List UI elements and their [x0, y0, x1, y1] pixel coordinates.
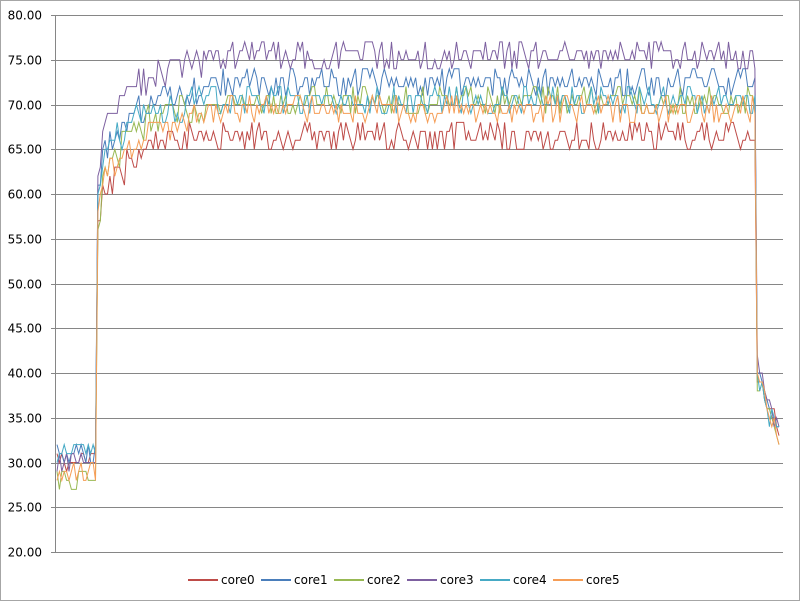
legend-item-core1: core1 — [261, 573, 328, 587]
series-line-core5 — [56, 93, 780, 483]
y-tick-label: 65.00 — [8, 143, 42, 157]
y-tick-label: 80.00 — [8, 9, 42, 23]
legend-item-core4: core4 — [480, 573, 547, 587]
y-tick-label: 30.00 — [8, 457, 42, 471]
legend-item-core2: core2 — [334, 573, 401, 587]
series-lines — [56, 39, 780, 490]
legend-label: core5 — [586, 573, 620, 587]
y-tick-label: 75.00 — [8, 54, 42, 68]
y-tick-label: 45.00 — [8, 322, 42, 336]
y-tick-label: 60.00 — [8, 188, 42, 202]
legend-label: core3 — [440, 573, 474, 587]
y-tick-label: 20.00 — [8, 546, 42, 560]
grid-lines — [55, 15, 783, 508]
legend-label: core1 — [294, 573, 328, 587]
y-tick-label: 25.00 — [8, 501, 42, 515]
series-line-core3 — [56, 39, 780, 472]
series-line-core4 — [56, 84, 779, 463]
y-tick-label: 40.00 — [8, 367, 42, 381]
series-line-core0 — [56, 120, 780, 474]
legend: core0 core1 core2 core3 core4 core5 — [188, 573, 620, 587]
legend-label: core0 — [221, 573, 255, 587]
legend-item-core5: core5 — [553, 573, 620, 587]
axes — [51, 15, 783, 553]
y-tick-labels: 20.00 25.00 30.00 35.00 40.00 45.00 50.00 55.00… — [8, 9, 42, 560]
y-tick-label: 50.00 — [8, 278, 42, 292]
y-tick-label: 55.00 — [8, 233, 42, 247]
series-line-core1 — [56, 66, 779, 465]
legend-label: core4 — [513, 573, 547, 587]
legend-label: core2 — [367, 573, 401, 587]
y-tick-label: 70.00 — [8, 99, 42, 113]
legend-item-core3: core3 — [407, 573, 474, 587]
y-tick-label: 35.00 — [8, 412, 42, 426]
legend-item-core0: core0 — [188, 573, 255, 587]
